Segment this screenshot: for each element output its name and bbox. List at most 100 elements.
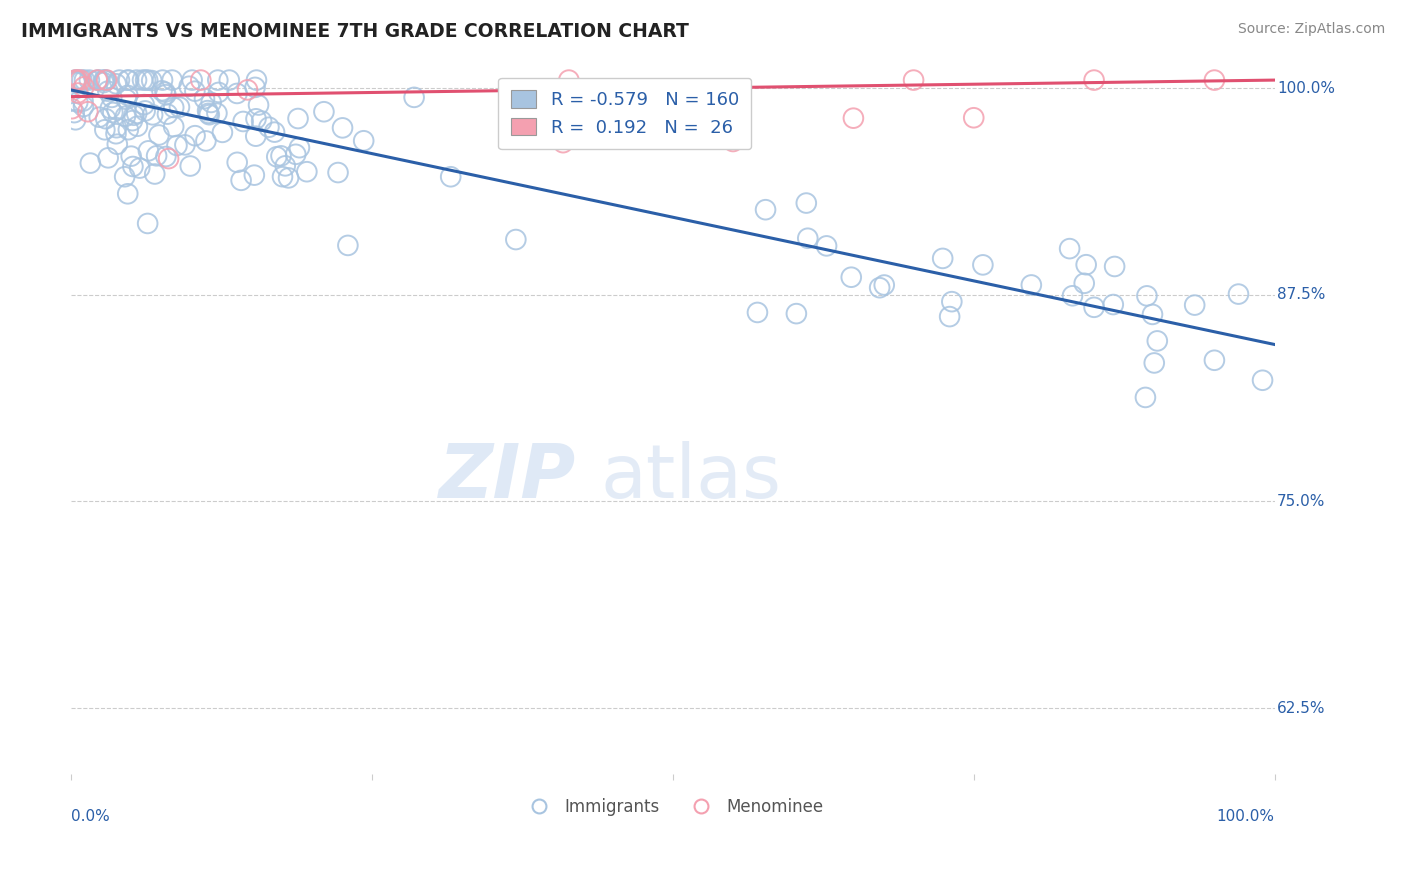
Point — [1062, 289, 1084, 303]
Point — [668, 107, 690, 121]
Point — [70, 73, 93, 87]
Point — [263, 125, 285, 139]
Point — [79, 73, 101, 87]
Point — [404, 90, 426, 104]
Point — [903, 73, 925, 87]
Point — [94, 73, 117, 87]
Point — [156, 107, 179, 121]
Point — [277, 170, 299, 185]
Point — [121, 113, 143, 128]
Point — [1135, 391, 1157, 405]
Point — [1204, 353, 1226, 368]
Point — [174, 137, 197, 152]
Point — [79, 156, 101, 170]
Point — [114, 169, 136, 184]
Point — [179, 159, 201, 173]
Point — [66, 73, 89, 87]
Point — [1184, 298, 1206, 312]
Text: 62.5%: 62.5% — [1277, 700, 1326, 715]
Point — [236, 83, 259, 97]
Point — [270, 149, 292, 163]
Point — [105, 103, 128, 117]
Text: 100.0%: 100.0% — [1216, 809, 1275, 824]
Point — [332, 120, 354, 135]
Point — [63, 105, 86, 120]
Point — [336, 238, 359, 252]
Point — [184, 84, 207, 98]
Point — [115, 92, 138, 106]
Point — [138, 144, 160, 158]
Text: IMMIGRANTS VS MENOMINEE 7TH GRADE CORRELATION CHART: IMMIGRANTS VS MENOMINEE 7TH GRADE CORREL… — [21, 22, 689, 41]
Point — [232, 114, 254, 128]
Point — [73, 79, 96, 94]
Point — [1204, 73, 1226, 87]
Point — [87, 73, 110, 87]
Point — [97, 84, 120, 98]
Point — [1251, 373, 1274, 387]
Point — [284, 147, 307, 161]
Point — [1143, 356, 1166, 370]
Point — [247, 98, 270, 112]
Point — [134, 103, 156, 118]
Point — [727, 107, 749, 121]
Point — [89, 110, 111, 124]
Point — [93, 73, 115, 87]
Point — [589, 89, 612, 103]
Point — [312, 104, 335, 119]
Point — [181, 73, 204, 87]
Point — [150, 84, 173, 98]
Legend: Immigrants, Menominee: Immigrants, Menominee — [516, 791, 830, 822]
Point — [60, 102, 83, 116]
Point — [105, 120, 128, 135]
Point — [211, 125, 233, 139]
Point — [1021, 277, 1043, 292]
Point — [105, 77, 128, 91]
Text: Source: ZipAtlas.com: Source: ZipAtlas.com — [1237, 22, 1385, 37]
Point — [87, 73, 110, 87]
Point — [1083, 301, 1105, 315]
Point — [326, 165, 349, 179]
Point — [226, 155, 249, 169]
Point — [145, 149, 167, 163]
Point — [873, 278, 896, 293]
Point — [245, 129, 267, 144]
Point — [747, 305, 769, 319]
Point — [136, 217, 159, 231]
Point — [794, 196, 817, 211]
Point — [1083, 73, 1105, 87]
Point — [194, 134, 217, 148]
Point — [93, 76, 115, 90]
Point — [97, 151, 120, 165]
Point — [797, 231, 820, 245]
Point — [101, 105, 124, 120]
Point — [72, 94, 94, 108]
Point — [117, 88, 139, 103]
Point — [353, 134, 375, 148]
Point — [122, 108, 145, 122]
Point — [66, 95, 89, 110]
Point — [1136, 289, 1159, 303]
Point — [179, 79, 201, 94]
Point — [1104, 260, 1126, 274]
Point — [131, 73, 153, 87]
Point — [117, 122, 139, 136]
Text: ZIP: ZIP — [440, 442, 576, 515]
Point — [551, 136, 574, 150]
Point — [197, 103, 219, 118]
Point — [169, 100, 191, 114]
Point — [98, 102, 121, 116]
Point — [72, 99, 94, 113]
Point — [114, 109, 136, 123]
Point — [287, 112, 309, 126]
Point — [136, 73, 159, 87]
Point — [972, 258, 994, 272]
Point — [141, 73, 163, 87]
Point — [69, 73, 91, 87]
Point — [250, 114, 273, 128]
Point — [842, 111, 865, 125]
Point — [754, 202, 776, 217]
Point — [941, 294, 963, 309]
Point — [94, 112, 117, 126]
Point — [198, 108, 221, 122]
Point — [1146, 334, 1168, 348]
